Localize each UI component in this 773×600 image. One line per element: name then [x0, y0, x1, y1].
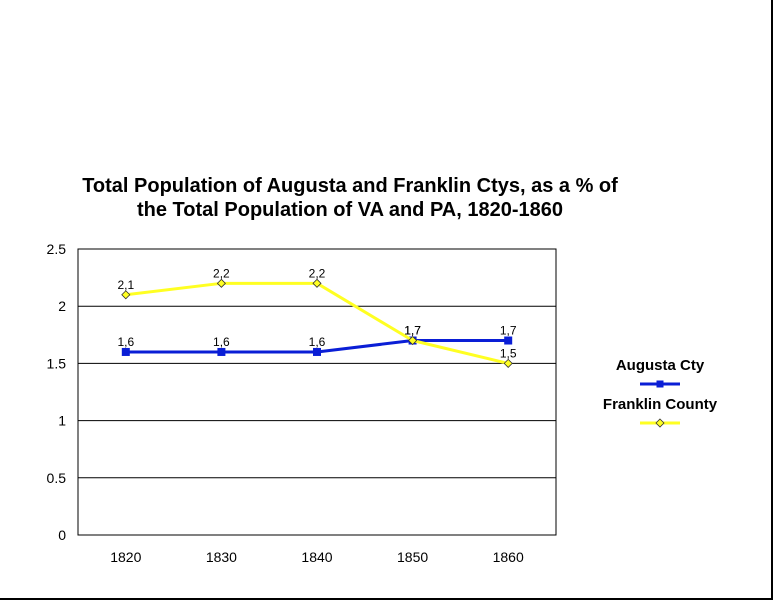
y-axis-ticks: 0 0.5 1 1.5 2 2.5: [47, 241, 67, 543]
data-point: [408, 335, 418, 346]
gridlines: [78, 305, 556, 479]
series-franklin-county: 2,1 2,2 2,2 1,7 1,5: [117, 266, 517, 368]
data-label: 2,2: [309, 266, 326, 280]
legend-marker: [656, 380, 664, 388]
series-augusta-cty: 1,6 1,6 1,6 1,7 1,7: [117, 324, 517, 356]
y-tick-label: 2.5: [47, 241, 67, 257]
y-tick-label: 0: [58, 527, 66, 543]
data-label: 1,5: [500, 346, 517, 360]
data-point: [503, 358, 513, 368]
x-tick-label: 1830: [206, 549, 237, 565]
data-point: [216, 278, 226, 288]
legend: Augusta Cty Franklin County: [603, 357, 718, 428]
data-label: 1,7: [404, 324, 421, 338]
legend-label: Franklin County: [603, 396, 718, 413]
x-tick-label: 1860: [493, 549, 524, 565]
x-tick-label: 1850: [397, 549, 428, 565]
data-point: [313, 347, 321, 356]
plot-area: [77, 248, 557, 536]
y-tick-label: 0.5: [47, 470, 67, 486]
data-label: 1,6: [117, 335, 134, 349]
series-layer: 1,6 1,6 1,61,7 1,72,12,2 2,21,71,5: [117, 266, 517, 368]
data-label: 1,6: [309, 335, 326, 349]
chart-title-line2: the Total Population of VA and PA, 1820-…: [137, 199, 563, 221]
data-point: [121, 290, 131, 300]
data-label: 2,2: [213, 266, 230, 280]
y-tick-label: 1: [58, 413, 66, 429]
y-tick-label: 1.5: [47, 355, 67, 371]
data-point: [504, 336, 513, 345]
data-label: 1,7: [404, 324, 421, 338]
data-label: 1,6: [213, 335, 230, 349]
legend-label: Augusta Cty: [616, 357, 705, 374]
x-tick-label: 1840: [301, 549, 332, 565]
legend-marker: [655, 418, 665, 428]
chart-title-line1: Total Population of Augusta and Franklin…: [82, 175, 618, 197]
data-point: [312, 278, 322, 288]
data-point: [217, 347, 226, 356]
chart-title: Total Population of Augusta and Franklin…: [0, 174, 700, 222]
data-label: 2,1: [117, 278, 134, 292]
data-point: [121, 347, 130, 356]
y-tick-label: 2: [58, 298, 66, 314]
x-axis-ticks: 1820 1830 1840 1850 1860: [110, 549, 524, 565]
data-label: 1,7: [500, 324, 517, 338]
x-tick-label: 1820: [110, 549, 141, 565]
